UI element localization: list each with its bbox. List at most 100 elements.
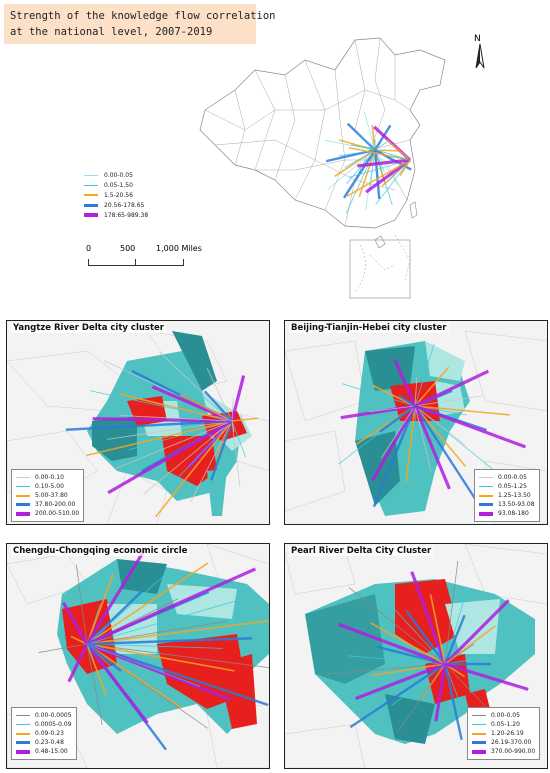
map-title: Strength of the knowledge flow correlati… — [4, 4, 276, 44]
legend-yangtze: 0.00-0.10 0.10-5.00 5.00-37.80 37.80-200.00… — [11, 469, 85, 522]
panel-legend-row: 200.00-510.00 — [16, 509, 79, 518]
panel-legend-row: 93.08-180 — [479, 509, 535, 518]
flow-line — [75, 564, 88, 645]
legend-swatch — [84, 174, 98, 176]
flow-line — [371, 124, 376, 151]
flow-line — [38, 643, 88, 653]
panel-legend-row: 1.20-26.19 — [472, 729, 535, 738]
flow-line — [70, 635, 88, 645]
flow-line — [413, 405, 451, 490]
legend-swatch — [84, 194, 98, 196]
flow-line — [355, 662, 446, 701]
flow-line — [327, 149, 376, 190]
panel-legend-row: 5.00-37.80 — [16, 491, 79, 500]
legend-label: 200.00-510.00 — [35, 510, 80, 517]
flow-line — [231, 398, 234, 422]
title-line-2: at the national level, 2007-2019 — [10, 26, 213, 38]
legend-swatch — [84, 184, 98, 186]
legend-label: 0.05-1.20 — [491, 721, 520, 728]
flow-line — [369, 405, 416, 413]
flow-line — [370, 663, 446, 677]
legend-swatch — [472, 732, 486, 735]
flow-line — [348, 587, 446, 665]
flow-line — [86, 574, 114, 645]
flow-line — [365, 158, 411, 194]
flow-line — [443, 599, 510, 666]
panel-legend-row: 0.00-0.10 — [16, 473, 79, 482]
legend-swatch — [84, 203, 98, 207]
flow-line — [379, 405, 416, 433]
flow-line — [405, 405, 416, 482]
flow-line — [342, 149, 377, 199]
flow-line — [444, 588, 468, 665]
panel-legend-row: 0.48-15.00 — [16, 747, 72, 756]
panel-legend-row: 0.05-1.25 — [479, 482, 535, 491]
flow-line — [179, 394, 233, 422]
flow-line — [380, 405, 416, 459]
legend-beijing: 0.00-0.05 0.05-1.25 1.25-13.50 13.50-93.08 9… — [474, 469, 540, 522]
flow-line — [86, 643, 269, 669]
flow-line — [171, 420, 233, 485]
main-legend-row: 20.56-178.65 — [84, 200, 148, 210]
flow-line — [434, 663, 447, 722]
panel-legend-row: 37.80-200.00 — [16, 500, 79, 509]
legend-label: 26.19-370.00 — [491, 739, 532, 746]
flow-line — [323, 663, 446, 675]
panel-legend-row: 13.50-93.08 — [479, 500, 535, 509]
legend-swatch — [472, 715, 486, 716]
flow-line — [381, 594, 446, 665]
legend-swatch — [479, 511, 493, 516]
flow-line — [414, 369, 490, 408]
flow-line — [386, 139, 411, 161]
flow-line — [86, 643, 235, 672]
flow-line — [414, 395, 483, 407]
flow-line — [345, 149, 376, 214]
flow-line — [86, 643, 103, 726]
flow-line — [61, 601, 89, 645]
legend-label: 0.48-15.00 — [35, 748, 68, 755]
flow-line — [230, 375, 246, 422]
panel-title-pearl: Pearl River Delta City Cluster — [289, 546, 434, 556]
flow-line — [67, 643, 89, 683]
legend-label: 0.00-0.0005 — [35, 712, 72, 719]
flow-line — [143, 420, 233, 495]
panel-legend-row: 0.09-0.23 — [16, 729, 72, 738]
panel-legend-row: 1.25-13.50 — [479, 491, 535, 500]
legend-pearl: 0.00-0.05 0.05-1.20 1.20-26.19 26.19-370.00… — [467, 707, 541, 760]
flow-line — [190, 420, 233, 503]
beijing-map — [285, 321, 547, 524]
flow-line — [231, 420, 246, 458]
main-legend-row: 0.05-1.50 — [84, 180, 148, 190]
flow-line — [372, 405, 417, 508]
flow-line — [390, 155, 411, 161]
flow-line — [364, 145, 411, 161]
main-legend: 0.00-0.05 0.05-1.50 1.5-20.56 20.56-178.65 1… — [84, 170, 148, 220]
legend-swatch — [16, 486, 30, 487]
flow-line — [174, 372, 233, 422]
flow-line — [414, 405, 510, 416]
flow-line — [86, 562, 209, 645]
legend-label: 1.25-13.50 — [498, 492, 531, 499]
flow-line — [155, 420, 233, 518]
panel-legend-row: 0.00-0.05 — [472, 711, 535, 720]
flow-line — [374, 140, 390, 151]
pearl-map — [285, 544, 547, 768]
flow-line — [206, 367, 233, 422]
flow-line — [344, 149, 376, 169]
flow-line — [414, 343, 435, 407]
chengdu-map — [7, 544, 269, 768]
scale-tick-0: 0 — [86, 244, 92, 253]
flow-line — [215, 415, 233, 422]
flow-line — [231, 417, 259, 422]
flow-line — [86, 567, 257, 646]
flow-line — [444, 651, 520, 665]
legend-chengdu: 0.00-0.0005 0.0005-0.09 0.09-0.23 0.23-0.48… — [11, 707, 77, 760]
flow-line — [85, 547, 147, 645]
flow-line — [414, 377, 418, 407]
flow-line — [334, 149, 376, 178]
panel-pearl: Pearl River Delta City Cluster 0.00-0.05… — [284, 543, 548, 769]
legend-label: 0.00-0.05 — [104, 171, 133, 179]
flow-line — [86, 597, 246, 645]
flow-line — [349, 663, 446, 729]
flow-line — [86, 620, 227, 645]
